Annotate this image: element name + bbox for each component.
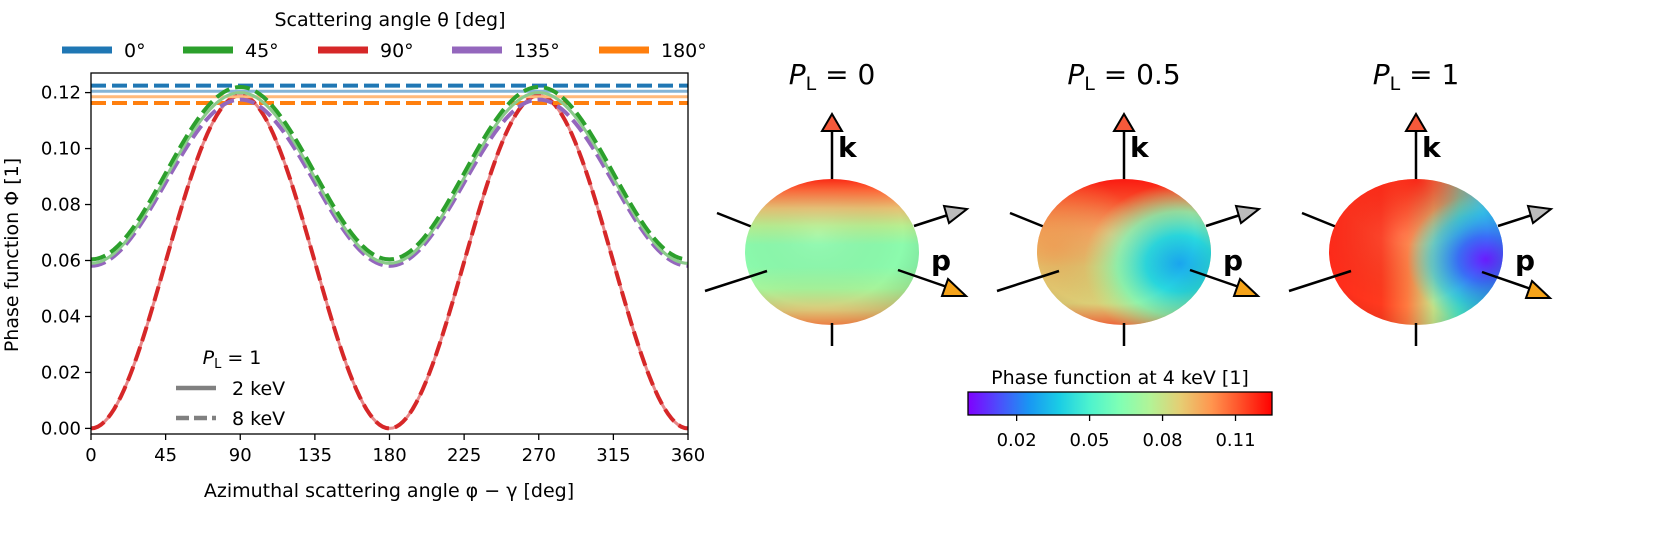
sphere-title-pl-0-5: PL = 0.5 bbox=[1067, 58, 1180, 95]
sphere-title-var: P bbox=[789, 58, 806, 91]
series-lines bbox=[91, 83, 688, 431]
sphere-title-sub: L bbox=[806, 73, 817, 95]
series-line-8kev bbox=[91, 84, 688, 262]
y-tick-label: 0.04 bbox=[41, 306, 81, 327]
x-tick-label: 90 bbox=[229, 445, 252, 466]
y-axis-label: Phase function Φ [1] bbox=[1, 158, 23, 352]
style-legend-dashed-label: 8 keV bbox=[232, 408, 285, 430]
x-axis-ticks: 0 45 90 135 180 225 270 315 360 bbox=[85, 434, 705, 466]
p-vector-shaft bbox=[897, 268, 951, 290]
plot-frame bbox=[90, 72, 689, 435]
x-axis-label: Azimuthal scattering angle φ − γ [deg] bbox=[204, 480, 574, 502]
style-legend: PL = 1 2 keV 8 keV bbox=[176, 347, 285, 430]
style-legend-title-sub: L bbox=[214, 357, 222, 372]
x-tick-label: 315 bbox=[596, 445, 630, 466]
p-vector-shaft bbox=[1189, 268, 1243, 290]
sphere-panel-pl-0-5: PL = 0.5 k p bbox=[996, 58, 1262, 346]
axis-arrowhead-icon bbox=[1526, 204, 1554, 225]
legend-label: 180° bbox=[661, 40, 707, 62]
x-tick-label: 270 bbox=[522, 445, 556, 466]
y-tick-label: 0.06 bbox=[41, 250, 81, 271]
sphere-panel-pl-1: PL = 1 k p bbox=[1288, 58, 1554, 346]
p-vector-arrowhead-icon bbox=[1232, 277, 1261, 297]
y-tick-label: 0.02 bbox=[41, 362, 81, 383]
sphere-shading bbox=[1037, 179, 1211, 325]
k-vector-arrowhead-icon bbox=[820, 112, 844, 132]
series-line-8kev bbox=[91, 93, 688, 431]
color-legend: 0° 45° 90° 135° 180° bbox=[62, 40, 707, 62]
series-line-2kev bbox=[91, 91, 688, 265]
axis-arrowhead-icon bbox=[942, 204, 970, 225]
colorbar-tick-label: 0.08 bbox=[1143, 430, 1183, 451]
colorbar-ticks: 0.02 0.05 0.08 0.11 bbox=[997, 415, 1256, 451]
series-line-2kev bbox=[91, 91, 688, 265]
style-legend-title: PL = 1 bbox=[203, 347, 262, 372]
colorbar-tick-label: 0.05 bbox=[1070, 430, 1110, 451]
series-line-8kev bbox=[91, 97, 688, 268]
colorbar-gradient bbox=[967, 391, 1273, 416]
sphere-title-pl-0: PL = 0 bbox=[789, 58, 876, 95]
axis-arrowhead-icon bbox=[1234, 204, 1262, 225]
sphere-title-rest: = 1 bbox=[1400, 58, 1459, 91]
sphere-shading bbox=[1329, 179, 1503, 325]
legend-title: Scattering angle θ [deg] bbox=[274, 9, 505, 31]
y-axis-ticks: 0.00 0.02 0.04 0.06 0.08 0.10 0.12 bbox=[41, 83, 91, 439]
legend-title-text: Scattering angle θ [deg] bbox=[274, 9, 505, 31]
x-tick-label: 225 bbox=[447, 445, 481, 466]
sphere-title-sub: L bbox=[1084, 73, 1095, 95]
sphere-title-pl-1: PL = 1 bbox=[1373, 58, 1460, 95]
sphere-panels: PL = 0 k p PL = 0.5 bbox=[704, 58, 1554, 451]
axis-line-upper-right bbox=[1205, 213, 1241, 228]
axis-line-left bbox=[996, 269, 1060, 293]
sphere-title-rest: = 0.5 bbox=[1095, 58, 1181, 91]
colorbar-tick-label: 0.02 bbox=[997, 430, 1037, 451]
legend-label: 0° bbox=[124, 40, 146, 62]
k-vector-arrowhead-icon bbox=[1112, 112, 1136, 132]
sphere-title-rest: = 0 bbox=[816, 58, 875, 91]
y-tick-label: 0.08 bbox=[41, 195, 81, 216]
k-vector-label: k bbox=[1422, 131, 1442, 164]
p-vector-shaft bbox=[1481, 270, 1535, 292]
colorbar-tick-label: 0.11 bbox=[1215, 430, 1255, 451]
x-tick-label: 360 bbox=[671, 445, 705, 466]
sphere-title-sub: L bbox=[1390, 73, 1401, 95]
k-vector-label: k bbox=[838, 131, 858, 164]
axis-line-upper-right bbox=[1497, 213, 1533, 228]
y-tick-label: 0.00 bbox=[41, 418, 81, 439]
colorbar-title: Phase function at 4 keV [1] bbox=[991, 367, 1249, 389]
colorbar: Phase function at 4 keV [1] 0.02 0.05 0.08… bbox=[967, 367, 1273, 451]
legend-label: 45° bbox=[245, 40, 279, 62]
sphere-title-var: P bbox=[1067, 58, 1084, 91]
k-vector-label: k bbox=[1130, 131, 1150, 164]
legend-label: 90° bbox=[380, 40, 414, 62]
axis-line-upper-right bbox=[913, 213, 949, 228]
x-tick-label: 0 bbox=[85, 445, 96, 466]
legend-label: 135° bbox=[514, 40, 560, 62]
sphere-panel-pl-0: PL = 0 k p bbox=[704, 58, 970, 346]
axis-line-left bbox=[1288, 269, 1352, 293]
x-tick-label: 135 bbox=[298, 445, 332, 466]
p-vector-label: p bbox=[931, 244, 951, 277]
k-vector-arrowhead-icon bbox=[1404, 112, 1428, 132]
y-tick-label: 0.10 bbox=[41, 139, 81, 160]
p-vector-arrowhead-icon bbox=[940, 277, 969, 297]
style-legend-solid-label: 2 keV bbox=[232, 378, 285, 400]
p-vector-label: p bbox=[1223, 244, 1243, 277]
style-legend-title-var: P bbox=[203, 347, 215, 369]
line-chart: Scattering angle θ [deg] 0° 45° 90° 135° 180… bbox=[1, 9, 707, 502]
axis-line-left bbox=[704, 269, 768, 293]
p-vector-arrowhead-icon bbox=[1524, 279, 1553, 299]
sphere-shading bbox=[745, 179, 919, 325]
sphere-title-var: P bbox=[1373, 58, 1390, 91]
y-tick-label: 0.12 bbox=[41, 83, 81, 104]
x-tick-label: 180 bbox=[372, 445, 406, 466]
x-tick-label: 45 bbox=[154, 445, 177, 466]
p-vector-label: p bbox=[1515, 244, 1535, 277]
style-legend-title-rest: = 1 bbox=[221, 347, 261, 369]
